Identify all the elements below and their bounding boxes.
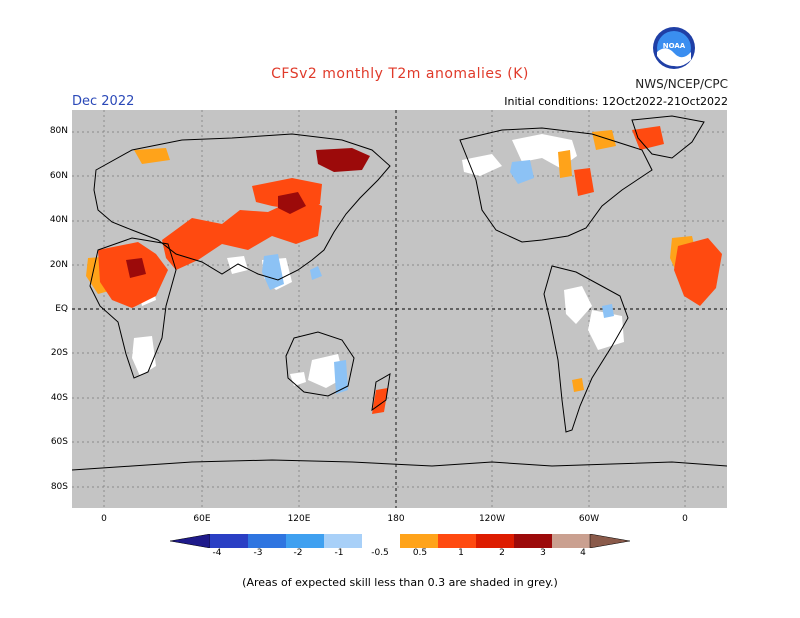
lon-label: 0 [101,514,107,524]
colorbar-label: 3 [540,548,546,558]
colorbar-segment [552,534,590,548]
lon-label: 0 [682,514,688,524]
colorbar [169,533,631,549]
noaa-logo-icon: NOAA [652,26,696,70]
colorbar-label: -3 [253,548,263,558]
below-normal-areas [262,160,614,394]
lat-label: 20S [50,348,68,358]
anomaly-2-3-areas [126,148,370,278]
lat-label: 40N [49,215,68,225]
lat-label: 60N [49,171,68,181]
lat-label: 60S [50,437,68,447]
anomaly-1-2-areas [98,126,722,414]
colorbar-segment [400,534,438,548]
colorbar-arrow-high [589,533,631,549]
lat-label: 80N [49,126,68,136]
colorbar-segment [476,534,514,548]
lon-label: 60W [578,514,600,524]
skill-footnote: (Areas of expected skill less than 0.3 a… [242,576,558,589]
anomaly-map [71,110,728,508]
lon-label: 180 [387,514,405,524]
colorbar-label: 2 [499,548,505,558]
colorbar-segment [362,534,400,548]
colorbar-segment [514,534,552,548]
colorbar-label: -1 [334,548,344,558]
lon-label: 120E [287,514,311,524]
colorbar-label: 0.5 [412,548,428,558]
lat-label: 80S [50,482,68,492]
agency-label: NWS/NCEP/CPC [635,77,728,91]
colorbar-label: 4 [580,548,586,558]
colorbar-label: -2 [293,548,303,558]
colorbar-segment [286,534,324,548]
lon-label: 60E [193,514,211,524]
coastlines [71,115,728,471]
lat-label: EQ [55,304,68,314]
colorbar-arrow-low [169,533,211,549]
initial-conditions: Initial conditions: 12Oct2022-21Oct2022 [504,95,728,108]
colorbar-segment [210,534,248,548]
lon-label: 120W [478,514,506,524]
colorbar-segment [248,534,286,548]
forecast-month: Dec 2022 [72,94,135,109]
colorbar-segment [438,534,476,548]
lat-label: 40S [50,393,68,403]
logo-text: NOAA [663,42,686,50]
lat-label: 20N [49,260,68,270]
chart-title: CFSv2 monthly T2m anomalies (K) [271,66,529,82]
colorbar-label: -4 [212,548,222,558]
colorbar-label: 1 [458,548,464,558]
colorbar-label: -0.5 [371,548,389,558]
colorbar-segment [324,534,362,548]
